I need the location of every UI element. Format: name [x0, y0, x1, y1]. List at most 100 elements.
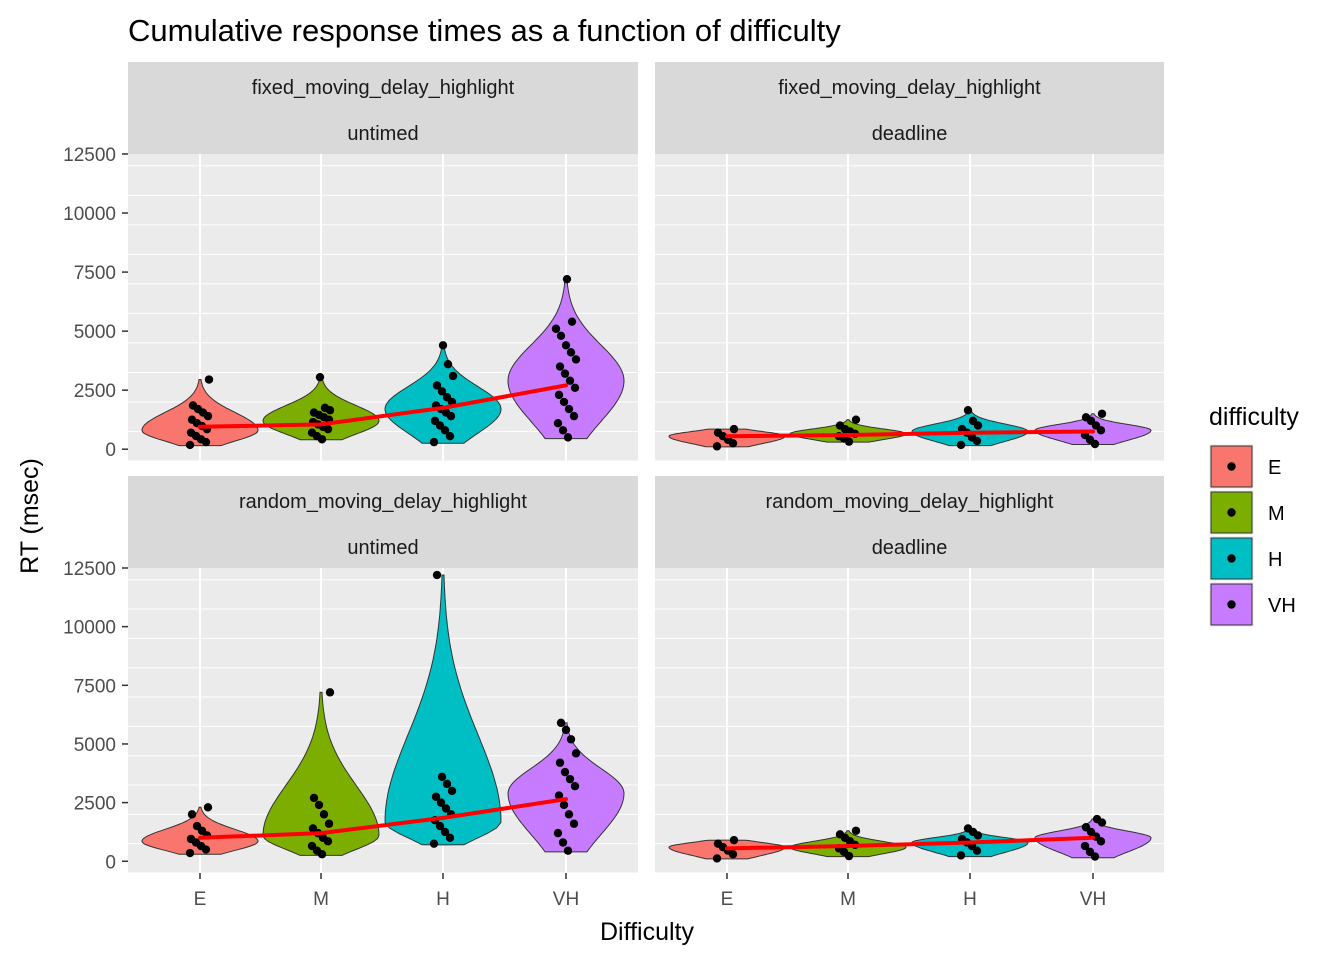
mean-trend-line	[725, 429, 1095, 439]
strip-label-condition: fixed_moving_delay_highlight	[778, 77, 1041, 99]
data-point	[713, 428, 723, 437]
data-point	[445, 432, 455, 441]
x-axis-title: Difficulty	[600, 918, 695, 946]
strip-label-timing: deadline	[872, 537, 948, 559]
y-tick-label: 10000	[63, 204, 116, 225]
strip-label-timing: untimed	[347, 537, 418, 559]
data-point	[835, 421, 845, 430]
data-point	[442, 393, 452, 402]
legend-point	[1227, 600, 1236, 609]
data-point	[555, 758, 565, 767]
legend-title: difficulty	[1209, 403, 1299, 431]
legend-point	[1227, 462, 1236, 471]
data-point	[309, 793, 319, 803]
data-point	[192, 821, 202, 831]
legend: difficulty E M H VH	[1209, 403, 1299, 627]
legend-swatch	[1210, 537, 1253, 580]
data-point	[569, 819, 579, 828]
data-point	[956, 440, 966, 450]
legend-label: M	[1268, 503, 1285, 525]
data-point	[438, 341, 448, 350]
data-point	[553, 419, 563, 428]
data-point	[440, 827, 450, 837]
data-point	[1085, 847, 1095, 857]
strip-label-timing: untimed	[347, 123, 418, 145]
data-point	[320, 403, 330, 413]
data-point	[307, 841, 317, 851]
legend-point	[1227, 554, 1236, 563]
data-point	[307, 428, 317, 437]
data-point	[835, 830, 845, 839]
data-point	[963, 406, 973, 415]
data-point	[429, 839, 439, 848]
data-point	[570, 781, 580, 791]
data-point	[851, 415, 861, 424]
y-tick-label: 5000	[74, 735, 116, 756]
strip-label-condition: random_moving_delay_highlight	[766, 491, 1054, 513]
y-tick-label: 7500	[74, 676, 116, 697]
x-tick-label: VH	[553, 889, 579, 910]
data-point	[561, 341, 571, 350]
data-point	[324, 819, 334, 828]
strip-label-condition: fixed_moving_delay_highlight	[252, 77, 515, 99]
x-tick-label: E	[194, 889, 207, 910]
data-point	[1081, 413, 1091, 422]
data-point	[563, 433, 573, 442]
x-tick-label: H	[436, 889, 450, 910]
data-point	[558, 426, 568, 435]
data-point	[445, 833, 455, 843]
data-point	[571, 749, 581, 758]
data-point	[186, 834, 196, 844]
data-point	[562, 274, 572, 284]
data-point	[570, 383, 580, 392]
data-point	[564, 404, 574, 414]
data-point	[555, 362, 565, 371]
violin-H	[384, 574, 502, 846]
legend-label: VH	[1268, 595, 1296, 617]
panel-background	[655, 568, 1164, 873]
mean-trend-line	[198, 383, 568, 429]
data-point	[309, 408, 319, 417]
data-point	[553, 828, 563, 838]
data-point	[968, 416, 978, 426]
y-tick-label: 5000	[74, 322, 116, 343]
data-point	[560, 369, 570, 378]
facet-panel: random_moving_delay_highlight deadline E M H…	[655, 476, 1164, 910]
legend-item-E: E	[1209, 444, 1281, 489]
legend-label: E	[1268, 457, 1281, 479]
x-tick-label: VH	[1080, 889, 1106, 910]
data-point	[729, 835, 739, 845]
data-point	[566, 735, 576, 744]
data-point	[437, 387, 447, 396]
legend-label: H	[1268, 549, 1282, 571]
y-tick-label: 2500	[74, 381, 116, 402]
facet-strip	[655, 62, 1164, 154]
data-point	[437, 772, 447, 782]
data-point	[564, 810, 574, 819]
data-point	[203, 803, 213, 812]
data-point	[554, 390, 564, 400]
violin-VH	[1034, 413, 1152, 446]
data-point	[187, 415, 197, 424]
data-point	[185, 848, 195, 858]
y-tick-label: 0	[105, 440, 116, 461]
data-point	[712, 442, 722, 451]
data-point	[963, 824, 973, 833]
data-point	[556, 331, 566, 341]
data-point	[565, 376, 575, 385]
data-point	[559, 397, 569, 407]
data-point	[435, 821, 445, 831]
data-point	[430, 416, 440, 426]
data-point	[204, 375, 214, 384]
data-point	[559, 800, 569, 810]
data-point	[325, 688, 335, 697]
data-point	[185, 440, 195, 450]
data-point	[436, 798, 446, 807]
data-point	[851, 826, 861, 835]
facet-panel: fixed_moving_delay_highlight deadline	[655, 62, 1164, 462]
data-point	[554, 791, 564, 800]
y-tick-label: 10000	[63, 618, 116, 639]
x-tick-label: H	[963, 889, 977, 910]
